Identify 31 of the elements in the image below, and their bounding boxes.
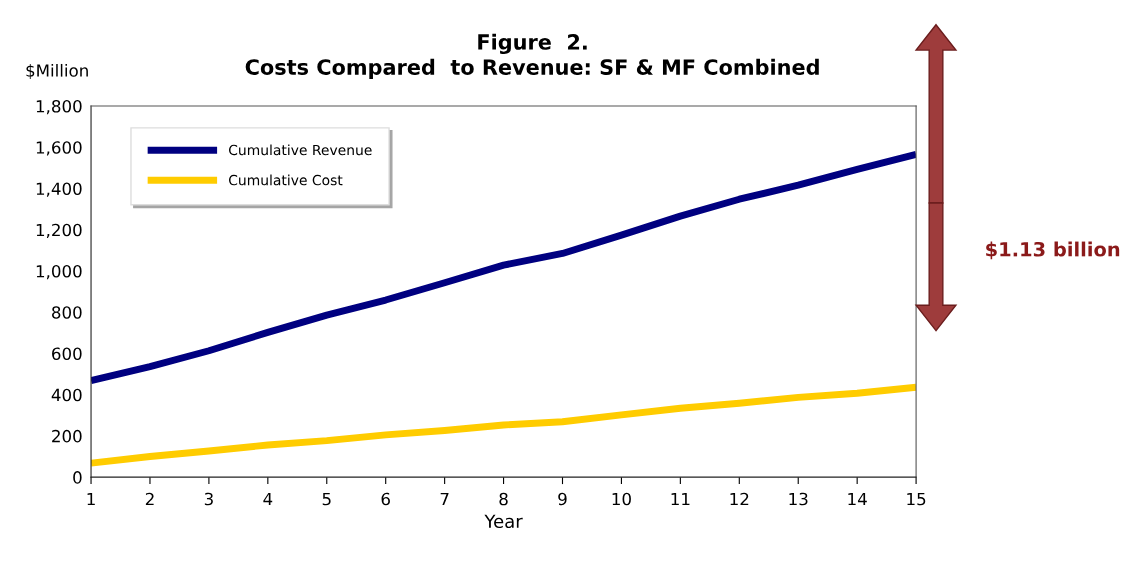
x-tick-label: 6 [381,492,390,506]
x-tick-label: 12 [730,492,749,506]
y-tick-label: 0 [73,471,82,484]
legend-label: Cumulative Cost [228,174,343,186]
y-tick-label: 1,200 [36,223,82,239]
x-tick-label: 5 [322,492,331,506]
y-tick-label: 1,600 [36,141,82,156]
x-tick-label: 1 [87,492,95,506]
x-tick-label: 2 [145,492,154,506]
y-axis-title: $Million [26,63,88,80]
y-tick-label: 800 [52,306,82,319]
x-tick-label: 11 [671,492,690,506]
legend-label: Cumulative Revenue [228,144,372,156]
x-tick-label: 3 [204,492,213,506]
y-tick-label: 1,400 [36,182,82,197]
x-tick-label: 4 [263,492,273,506]
text: $1.13 billion [986,241,1120,260]
x-tick-label: 9 [558,492,567,506]
chart-title: Figure 2. Costs Compared to Revenue: SF & MF Combined [245,33,819,79]
x-tick-label: 8 [499,492,508,506]
x-tick-label: 15 [907,492,926,506]
y-tick-label: 600 [52,347,82,361]
x-axis-title: Year [484,514,523,529]
x-tick-label: 14 [848,492,867,506]
x-tick-label: 10 [612,492,631,506]
y-tick-label: 1,000 [36,264,82,280]
y-tick-label: 1,800 [36,99,82,115]
y-tick-label: 200 [52,429,82,443]
x-tick-label: 7 [440,492,449,506]
x-tick-label: 13 [789,492,808,506]
y-tick-label: 400 [51,388,82,402]
